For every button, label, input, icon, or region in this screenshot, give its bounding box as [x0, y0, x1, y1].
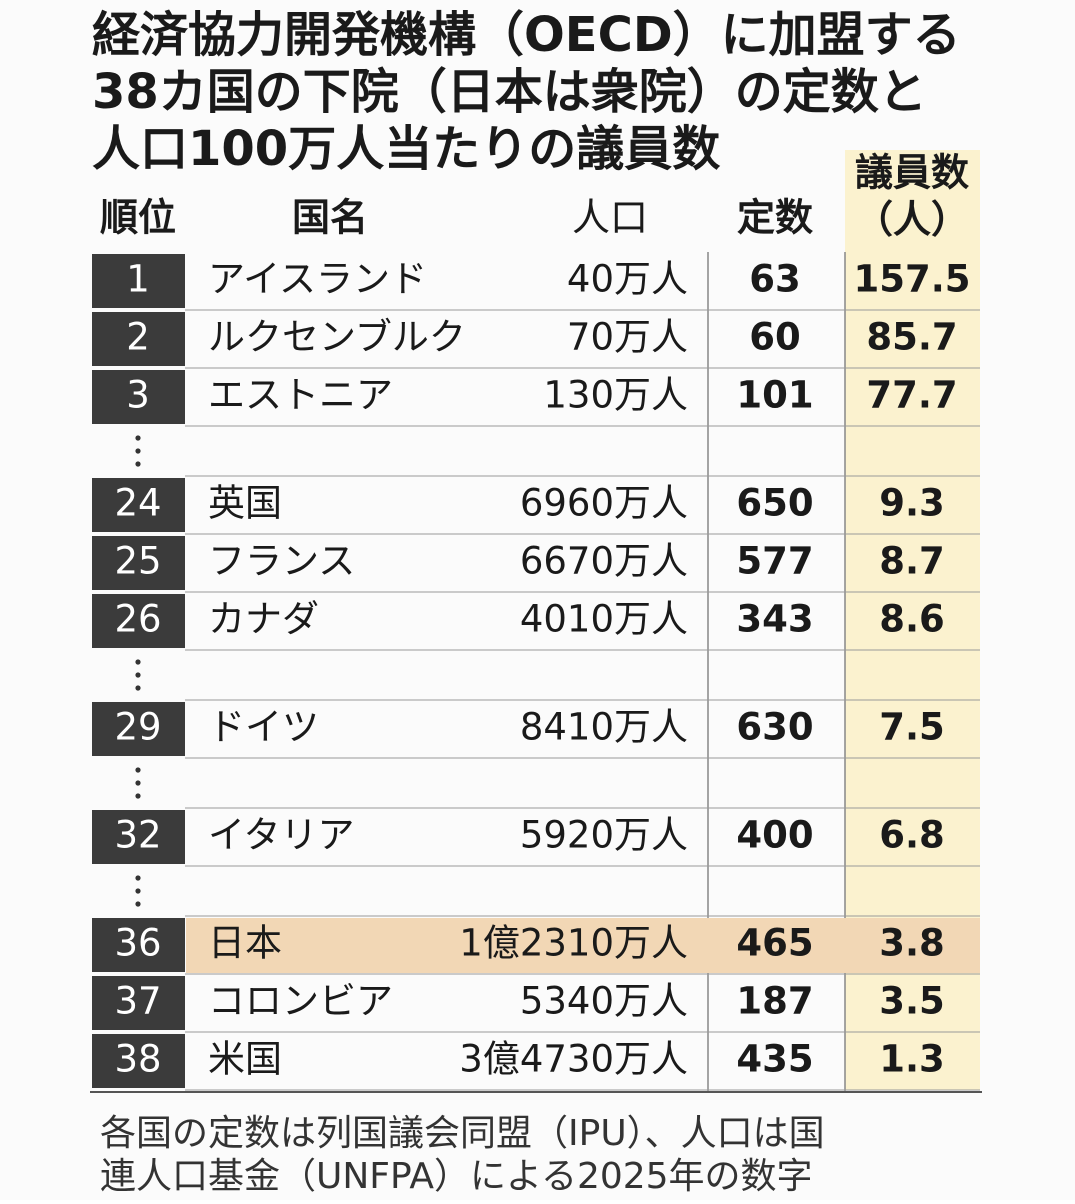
- ellipsis-dot: [135, 435, 141, 441]
- footnote: 各国の定数は列国議会同盟（IPU）、人口は国: [100, 1113, 825, 1154]
- country: フランス: [208, 540, 355, 583]
- header-seats: 定数: [737, 196, 813, 240]
- seats: 577: [736, 540, 813, 583]
- seats: 400: [736, 814, 813, 857]
- population: 1億2310万人: [459, 922, 688, 965]
- rank-cell: [92, 594, 185, 648]
- rank: 37: [114, 980, 161, 1023]
- rank: 36: [114, 922, 161, 965]
- rank-cell: [92, 918, 185, 972]
- header-population: 人口: [572, 196, 648, 240]
- rank-cell: [92, 810, 185, 864]
- title-line: 経済協力開発機構（OECD）に加盟する: [92, 7, 961, 63]
- header-country: 国名: [292, 196, 368, 240]
- footnote: 連人口基金（UNFPA）による2025年の数字: [100, 1156, 813, 1197]
- population: 4010万人: [520, 598, 688, 641]
- header-rank: 順位: [100, 196, 176, 240]
- seats: 60: [749, 316, 801, 359]
- country: 英国: [208, 482, 282, 525]
- per-million: 157.5: [853, 258, 970, 301]
- per-million: 3.8: [879, 922, 945, 965]
- rank: 2: [126, 316, 150, 359]
- rank: 3: [126, 374, 150, 417]
- seats: 101: [736, 374, 813, 417]
- per-million: 6.8: [879, 814, 945, 857]
- ellipsis-dot: [135, 793, 141, 799]
- rank-cell: [92, 478, 185, 532]
- rank: 26: [114, 598, 161, 641]
- ellipsis-dot: [135, 780, 141, 786]
- header-per-million: （人）: [855, 198, 969, 242]
- seats: 465: [736, 922, 813, 965]
- rank: 25: [114, 540, 161, 583]
- ellipsis-dot: [135, 685, 141, 691]
- ellipsis-dot: [135, 767, 141, 773]
- country: ルクセンブルク: [208, 316, 466, 359]
- ellipsis-dot: [135, 875, 141, 881]
- population: 40万人: [567, 258, 688, 301]
- header-per-million: 議員数: [855, 151, 969, 195]
- seats: 650: [736, 482, 813, 525]
- country: 日本: [208, 922, 282, 965]
- per-million: 7.5: [879, 706, 945, 749]
- per-million: 85.7: [866, 316, 957, 359]
- per-million: 8.7: [879, 540, 945, 583]
- per-million: 1.3: [879, 1038, 945, 1081]
- rank-cell: [92, 312, 185, 366]
- per-million: 3.5: [879, 980, 945, 1023]
- rank-cell: [92, 1034, 185, 1088]
- population: 6960万人: [520, 482, 688, 525]
- ellipsis-dot: [135, 448, 141, 454]
- country: アイスランド: [208, 258, 427, 301]
- rank-cell: [92, 536, 185, 590]
- population: 6670万人: [520, 540, 688, 583]
- country: エストニア: [208, 374, 393, 417]
- rank-cell: [92, 976, 185, 1030]
- population: 70万人: [567, 316, 688, 359]
- rank: 24: [114, 482, 161, 525]
- population: 130万人: [543, 374, 688, 417]
- population: 3億4730万人: [459, 1038, 688, 1081]
- per-million: 8.6: [879, 598, 945, 641]
- country: イタリア: [208, 814, 355, 857]
- country: カナダ: [208, 598, 319, 641]
- rank-cell: [92, 702, 185, 756]
- ellipsis-dot: [135, 461, 141, 467]
- highlight-row: [186, 918, 980, 973]
- seats: 630: [736, 706, 813, 749]
- country: 米国: [208, 1038, 282, 1081]
- country: コロンビア: [208, 980, 393, 1023]
- seats: 63: [749, 258, 801, 301]
- seats: 435: [736, 1038, 813, 1081]
- rank: 38: [114, 1038, 161, 1081]
- per-million: 9.3: [879, 482, 945, 525]
- population: 5920万人: [520, 814, 688, 857]
- rank: 32: [114, 814, 161, 857]
- rank: 29: [114, 706, 161, 749]
- ellipsis-dot: [135, 901, 141, 907]
- rank-cell: [92, 370, 185, 424]
- title-line: 38カ国の下院（日本は衆院）の定数と: [92, 64, 927, 120]
- per-million: 77.7: [866, 374, 957, 417]
- ellipsis-dot: [135, 672, 141, 678]
- country: ドイツ: [208, 706, 319, 749]
- table: 1 アイスランド 40万人 63 157.5 2 ルクセンブルク 70万人 60 85.7 3 エスト…: [92, 252, 980, 1092]
- seats: 187: [736, 980, 813, 1023]
- population: 5340万人: [520, 980, 688, 1023]
- rank-cell: [92, 254, 185, 308]
- seats: 343: [736, 598, 813, 641]
- rank: 1: [126, 258, 150, 301]
- ellipsis-dot: [135, 659, 141, 665]
- title-line: 人口100万人当たりの議員数: [92, 121, 720, 177]
- population: 8410万人: [520, 706, 688, 749]
- ellipsis-dot: [135, 888, 141, 894]
